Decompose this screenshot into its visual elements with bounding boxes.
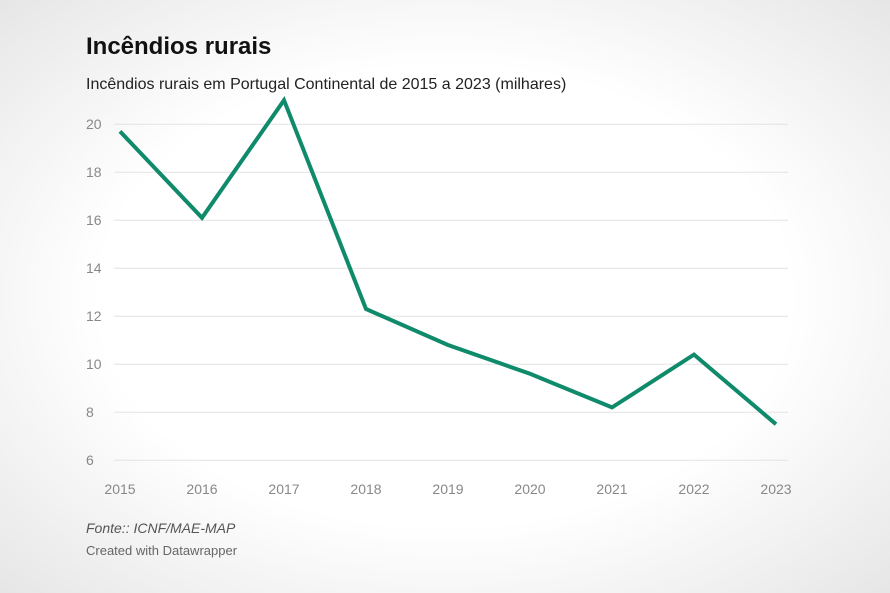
x-axis-ticks: 2015 2016 2017 2018 2019 2020 2021 2022 2023 (104, 481, 791, 497)
y-tick-label: 6 (86, 452, 94, 468)
x-tick-label: 2022 (678, 481, 709, 497)
y-tick-label: 8 (86, 404, 94, 420)
source-note: Fonte:: ICNF/MAE-MAP (86, 520, 236, 536)
y-tick-label: 16 (86, 212, 102, 228)
y-axis-ticks: 6 8 10 12 14 16 18 20 (86, 116, 102, 468)
y-tick-label: 14 (86, 260, 102, 276)
series-line (118, 95, 778, 426)
chart-title: Incêndios rurais (86, 33, 272, 60)
datawrapper-credit: Created with Datawrapper (86, 543, 238, 558)
y-tick-label: 12 (86, 308, 102, 324)
gridlines (114, 123, 788, 461)
x-tick-label: 2023 (760, 481, 791, 497)
x-tick-label: 2021 (596, 481, 627, 497)
y-tick-label: 20 (86, 116, 102, 132)
x-tick-label: 2015 (104, 481, 135, 497)
x-tick-label: 2018 (350, 481, 381, 497)
chart-subtitle: Incêndios rurais em Portugal Continental… (86, 76, 567, 93)
x-tick-label: 2019 (432, 481, 463, 497)
y-tick-label: 18 (86, 164, 102, 180)
series-layer (118, 95, 778, 426)
x-tick-label: 2017 (268, 481, 299, 497)
x-tick-label: 2016 (186, 481, 217, 497)
x-tick-label: 2020 (514, 481, 545, 497)
y-tick-label: 10 (86, 356, 102, 372)
